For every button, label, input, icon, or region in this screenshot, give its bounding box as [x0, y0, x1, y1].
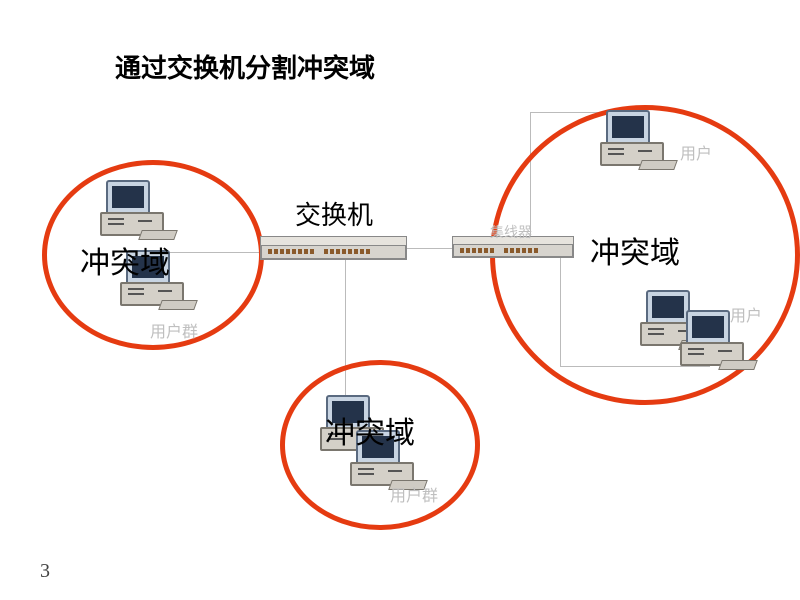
sublabel-usergroup_left: 用户群: [150, 318, 198, 342]
sublabel-user_bot_right: 用户: [730, 302, 762, 326]
label-domain_bottom: 冲突域: [325, 408, 415, 452]
label-domain_left: 冲突域: [80, 238, 170, 282]
main-switch-icon: [260, 236, 407, 260]
slide-title: 通过交换机分割冲突域: [115, 48, 375, 85]
sublabel-user_top_right: 用户: [680, 140, 712, 164]
page-number: 3: [40, 560, 50, 583]
label-domain_right: 冲突域: [590, 228, 680, 272]
sublabel-hub_label: 集线器: [490, 222, 532, 242]
label-switch_label: 交换机: [295, 195, 373, 232]
sublabel-usergroup_bottom: 用户群: [390, 482, 438, 506]
connection-switch-to-hub: [405, 248, 452, 249]
